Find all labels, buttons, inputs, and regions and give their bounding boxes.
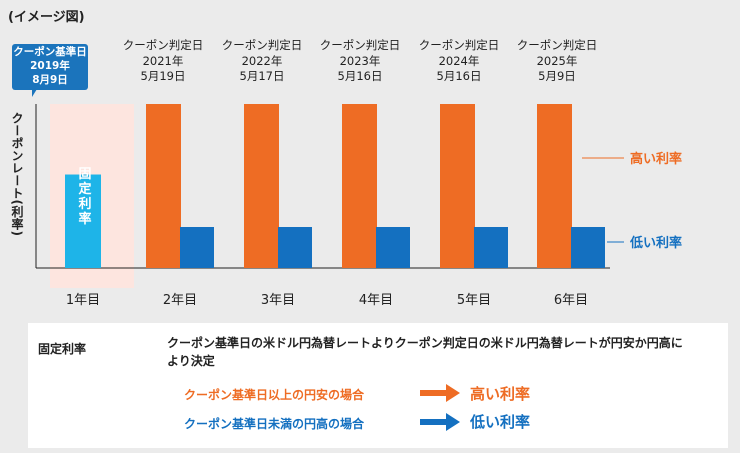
high-rate-bar (244, 104, 279, 268)
low-rate-bar (571, 227, 605, 268)
judgment-date-line: 5月17日 (239, 69, 285, 83)
weak-yen-condition: クーポン基準日以上の円安の場合 (184, 388, 365, 402)
y-axis-label: クーポンレート(利率) (10, 112, 24, 237)
judgment-date-label: クーポン判定日 2023年 5月16日 (310, 38, 410, 85)
high-rate-bar (537, 104, 572, 268)
low-rate-bar (474, 227, 508, 268)
panel-description: クーポン基準日の米ドル円為替レートよりクーポン判定日の米ドル円為替レートが円安か… (167, 336, 683, 368)
judgment-date-line: 2021年 (142, 53, 184, 68)
high-rate-bar (146, 104, 181, 268)
judgment-date-line: クーポン判定日 (516, 38, 598, 52)
x-tick-label: 5年目 (457, 293, 491, 308)
legend-panel (28, 323, 728, 448)
low-rate-bar (180, 227, 214, 268)
judgment-date-line: 2025年 (536, 53, 578, 68)
judgment-date-line: クーポン判定日 (122, 38, 204, 52)
arrow-right-icon (420, 384, 460, 402)
high-rate-bar (440, 104, 475, 268)
judgment-date-line: 5月19日 (140, 69, 186, 83)
high-rate-bar (342, 104, 377, 268)
coupon-base-date-box: クーポン基準日 2019年 8月9日 (12, 44, 88, 90)
low-rate-bar (376, 227, 410, 268)
x-tick-label: 6年目 (554, 293, 588, 308)
judgment-date-line: クーポン判定日 (418, 38, 500, 52)
base-date-pointer (32, 89, 37, 97)
judgment-date-line: 2022年 (241, 53, 283, 68)
x-tick-label: 1年目 (66, 293, 100, 308)
judgment-date-line: 5月16日 (337, 69, 383, 83)
judgment-date-line: クーポン判定日 (319, 38, 401, 52)
fixed-rate-bar (65, 174, 101, 268)
judgment-date-line: 5月9日 (538, 69, 576, 83)
judgment-date-label: クーポン判定日 2022年 5月17日 (212, 38, 312, 85)
x-tick-label: 2年目 (163, 293, 197, 308)
high-rate-label: 高い利率 (630, 151, 682, 167)
judgment-date-label: クーポン判定日 2024年 5月16日 (409, 38, 509, 85)
low-rate-label: 低い利率 (629, 235, 682, 251)
judgment-date-line: 2023年 (339, 53, 381, 68)
x-tick-label: 4年目 (359, 293, 393, 308)
low-rate-result: 低い利率 (470, 413, 531, 431)
note-label: (イメージ図) (8, 10, 85, 25)
base-date-line: クーポン基準日 (13, 46, 87, 58)
judgment-date-line: 2024年 (438, 53, 480, 68)
arrow-right-icon (420, 413, 460, 431)
high-rate-result: 高い利率 (470, 385, 531, 403)
judgment-date-line: クーポン判定日 (221, 38, 303, 52)
judgment-date-line: 5月16日 (436, 69, 482, 83)
low-rate-bar (278, 227, 312, 268)
panel-heading: 固定利率 (38, 342, 87, 356)
base-date-line: 8月9日 (32, 74, 68, 86)
strong-yen-condition: クーポン基準日未満の円高の場合 (184, 417, 365, 431)
fixed-rate-bar-label: 固定利率 (76, 167, 93, 227)
base-date-line: 2019年 (30, 60, 70, 72)
judgment-date-label: クーポン判定日 2021年 5月19日 (113, 38, 213, 85)
x-tick-label: 3年目 (261, 293, 295, 308)
judgment-date-label: クーポン判定日 2025年 5月9日 (507, 38, 607, 85)
